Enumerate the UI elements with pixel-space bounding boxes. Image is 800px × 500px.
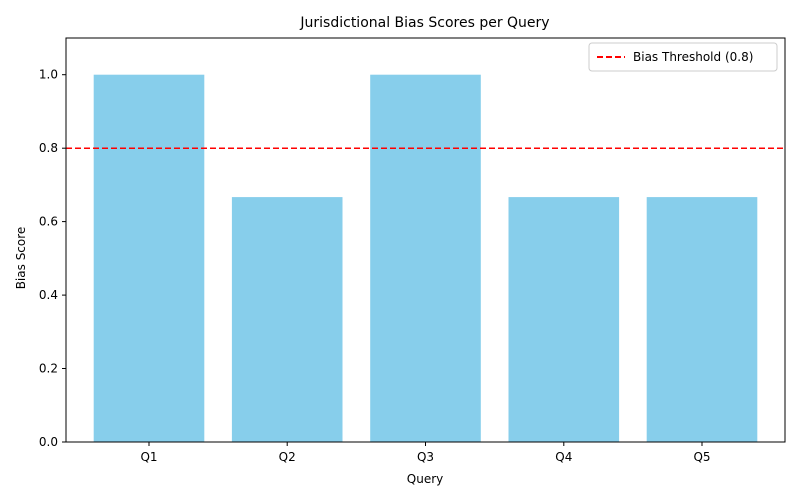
bars-group	[93, 74, 758, 442]
bar-q2	[231, 197, 343, 442]
x-tick-label: Q4	[555, 450, 572, 464]
x-axis: Q1 Q2 Q3 Q4 Q5	[140, 442, 711, 464]
y-tick-label: 0.8	[39, 141, 58, 155]
y-tick-label: 0.4	[39, 288, 58, 302]
y-axis: 0.0 0.2 0.4 0.6 0.8 1.0	[39, 68, 66, 449]
bar-q3	[370, 74, 481, 442]
legend-box	[588, 42, 778, 72]
chart-title: Jurisdictional Bias Scores per Query	[299, 15, 549, 31]
x-tick-label: Q2	[279, 450, 296, 464]
y-axis-title: Bias Score	[14, 227, 28, 290]
bar-q1	[93, 74, 205, 442]
y-tick-label: 0.2	[39, 362, 58, 376]
y-tick-label: 0.0	[39, 435, 58, 449]
bar-q4	[508, 197, 620, 442]
legend: Bias Threshold (0.8)	[588, 42, 778, 72]
x-tick-label: Q5	[693, 450, 710, 464]
x-tick-label: Q1	[140, 450, 157, 464]
bar-q5	[646, 197, 758, 442]
legend-threshold-label: Bias Threshold (0.8)	[633, 50, 753, 64]
y-tick-label: 1.0	[39, 68, 58, 82]
x-axis-title: Query	[407, 472, 443, 486]
x-tick-label: Q3	[417, 450, 434, 464]
y-tick-label: 0.6	[39, 215, 58, 229]
